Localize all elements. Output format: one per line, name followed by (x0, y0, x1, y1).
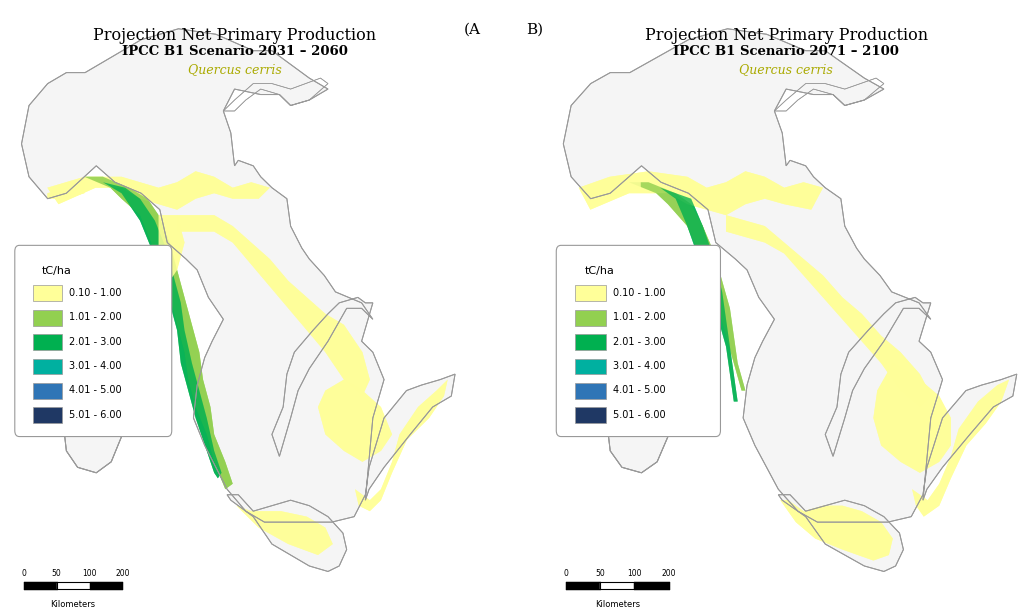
Polygon shape (912, 379, 1009, 517)
Polygon shape (591, 177, 640, 199)
Text: 1.01 - 2.00: 1.01 - 2.00 (69, 312, 122, 322)
FancyBboxPatch shape (14, 245, 172, 437)
Text: 200: 200 (115, 569, 130, 578)
Text: 2.01 - 3.00: 2.01 - 3.00 (69, 336, 122, 347)
Polygon shape (47, 171, 270, 209)
Polygon shape (873, 363, 951, 473)
Bar (33, 310, 62, 326)
Text: 0.10 - 1.00: 0.10 - 1.00 (612, 288, 665, 298)
Text: 100: 100 (82, 569, 97, 578)
Polygon shape (606, 341, 676, 473)
Bar (33, 334, 62, 350)
Polygon shape (318, 379, 392, 462)
Bar (575, 285, 605, 301)
Text: 5.01 - 6.00: 5.01 - 6.00 (612, 410, 665, 419)
Polygon shape (660, 188, 737, 402)
Text: 0: 0 (563, 569, 568, 578)
Text: Quercus cerris: Quercus cerris (188, 63, 281, 76)
Polygon shape (780, 500, 893, 561)
Polygon shape (177, 215, 370, 396)
Polygon shape (47, 171, 270, 209)
Polygon shape (563, 29, 1017, 522)
Polygon shape (103, 182, 222, 478)
Text: 3.01 - 4.00: 3.01 - 4.00 (69, 361, 121, 371)
Text: 3.01 - 4.00: 3.01 - 4.00 (612, 361, 665, 371)
Polygon shape (873, 363, 951, 473)
Polygon shape (177, 215, 370, 396)
Polygon shape (578, 171, 823, 215)
Polygon shape (629, 182, 745, 391)
Polygon shape (227, 495, 346, 572)
Bar (33, 359, 62, 375)
Polygon shape (47, 182, 85, 199)
Polygon shape (236, 506, 333, 555)
Bar (33, 383, 62, 399)
Bar (33, 407, 62, 423)
Text: 200: 200 (662, 569, 676, 578)
Bar (575, 310, 605, 326)
Polygon shape (780, 500, 893, 561)
Text: 4.01 - 5.00: 4.01 - 5.00 (69, 386, 122, 395)
Text: (A: (A (464, 23, 480, 37)
Polygon shape (578, 171, 823, 215)
Text: 2.01 - 3.00: 2.01 - 3.00 (612, 336, 665, 347)
Text: Kilometers: Kilometers (51, 600, 96, 609)
Polygon shape (660, 188, 737, 402)
Polygon shape (726, 215, 932, 407)
Polygon shape (47, 182, 85, 199)
Text: 50: 50 (52, 569, 62, 578)
Text: 50: 50 (595, 569, 605, 578)
Polygon shape (103, 182, 222, 478)
Polygon shape (159, 215, 185, 286)
Text: Kilometers: Kilometers (595, 600, 640, 609)
Polygon shape (22, 29, 455, 522)
Text: Projection Net Primary Production: Projection Net Primary Production (644, 27, 928, 44)
Text: 100: 100 (627, 569, 641, 578)
Polygon shape (318, 379, 392, 462)
Bar (575, 334, 605, 350)
Text: 4.01 - 5.00: 4.01 - 5.00 (612, 386, 665, 395)
Text: 0: 0 (22, 569, 26, 578)
Polygon shape (85, 177, 233, 489)
Bar (575, 407, 605, 423)
Polygon shape (912, 379, 1009, 517)
Bar (575, 383, 605, 399)
Text: Quercus cerris: Quercus cerris (739, 63, 833, 76)
Polygon shape (591, 177, 640, 199)
Polygon shape (355, 379, 447, 511)
Text: 1.01 - 2.00: 1.01 - 2.00 (612, 312, 665, 322)
Polygon shape (355, 379, 447, 511)
Polygon shape (629, 182, 745, 391)
Text: tC/ha: tC/ha (585, 266, 614, 276)
Polygon shape (85, 177, 233, 489)
Text: 5.01 - 6.00: 5.01 - 6.00 (69, 410, 122, 419)
Polygon shape (159, 215, 185, 286)
Bar (33, 285, 62, 301)
Text: IPCC B1 Scenario 2071 – 2100: IPCC B1 Scenario 2071 – 2100 (673, 45, 899, 58)
Text: IPCC B1 Scenario 2031 – 2060: IPCC B1 Scenario 2031 – 2060 (122, 45, 347, 58)
Text: 0.10 - 1.00: 0.10 - 1.00 (69, 288, 121, 298)
Polygon shape (778, 495, 903, 572)
Polygon shape (726, 215, 932, 407)
Polygon shape (236, 506, 333, 555)
FancyBboxPatch shape (557, 245, 721, 437)
Polygon shape (63, 341, 130, 473)
Bar (575, 359, 605, 375)
Text: tC/ha: tC/ha (41, 266, 71, 276)
Text: Projection Net Primary Production: Projection Net Primary Production (93, 27, 376, 44)
Text: B): B) (526, 23, 543, 37)
